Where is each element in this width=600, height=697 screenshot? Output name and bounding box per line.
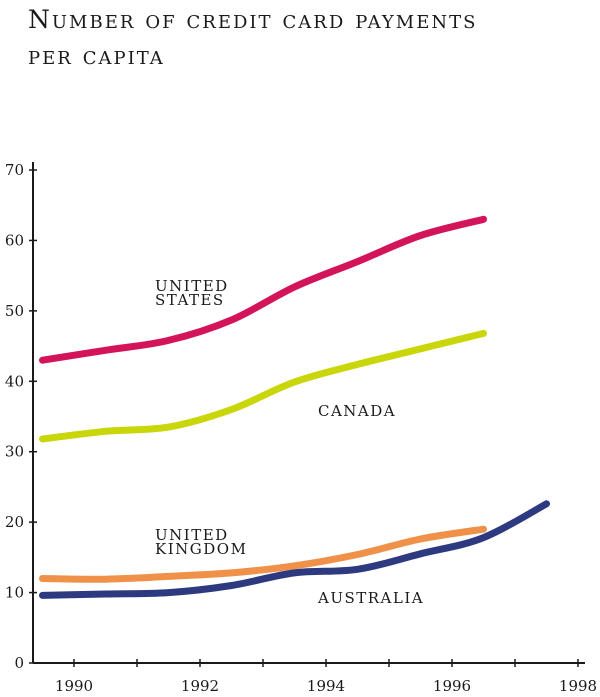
chart-title-line-1: Number of credit card payments bbox=[28, 5, 478, 34]
y-tick-label: 70 bbox=[5, 161, 24, 179]
series-label-united-kingdom: UNITED KINGDOM bbox=[155, 526, 247, 558]
x-tick-label: 1992 bbox=[181, 677, 219, 695]
series-label-line: CANADA bbox=[318, 402, 396, 420]
series-label-line: KINGDOM bbox=[155, 540, 247, 558]
x-tick-label: 1996 bbox=[433, 677, 471, 695]
series-label-australia: AUSTRALIA bbox=[317, 589, 424, 607]
series-label-canada: CANADA bbox=[318, 402, 396, 420]
x-tick-label: 1990 bbox=[55, 677, 93, 695]
series-label-united-states: UNITED STATES bbox=[155, 277, 229, 309]
y-tick-label: 60 bbox=[5, 231, 24, 249]
x-tick-label: 1998 bbox=[559, 677, 597, 695]
y-tick-label: 50 bbox=[5, 302, 24, 320]
series-line-united-states bbox=[39, 215, 487, 364]
chart-series bbox=[39, 215, 550, 599]
series-line-united-kingdom bbox=[39, 525, 487, 583]
chart-title: Number of credit card payments per capit… bbox=[28, 2, 477, 74]
series-label-line: UNITED bbox=[155, 526, 229, 544]
y-tick-label: 10 bbox=[5, 584, 24, 602]
series-line-canada bbox=[39, 329, 487, 443]
series-label-line: STATES bbox=[155, 291, 225, 309]
series-label-line: UNITED bbox=[155, 277, 229, 295]
series-line-australia bbox=[39, 500, 550, 599]
y-tick-label: 20 bbox=[5, 513, 24, 531]
x-tick-label: 1994 bbox=[307, 677, 345, 695]
y-tick-label: 0 bbox=[14, 654, 24, 672]
chart-title-line-2: per capita bbox=[28, 41, 165, 70]
chart-axes: 0 10 20 30 40 50 60 70 1990 1992 1994 1996 1998 bbox=[5, 161, 597, 695]
series-label-line: AUSTRALIA bbox=[317, 589, 424, 607]
y-tick-label: 30 bbox=[5, 443, 24, 461]
y-tick-label: 40 bbox=[5, 372, 24, 390]
